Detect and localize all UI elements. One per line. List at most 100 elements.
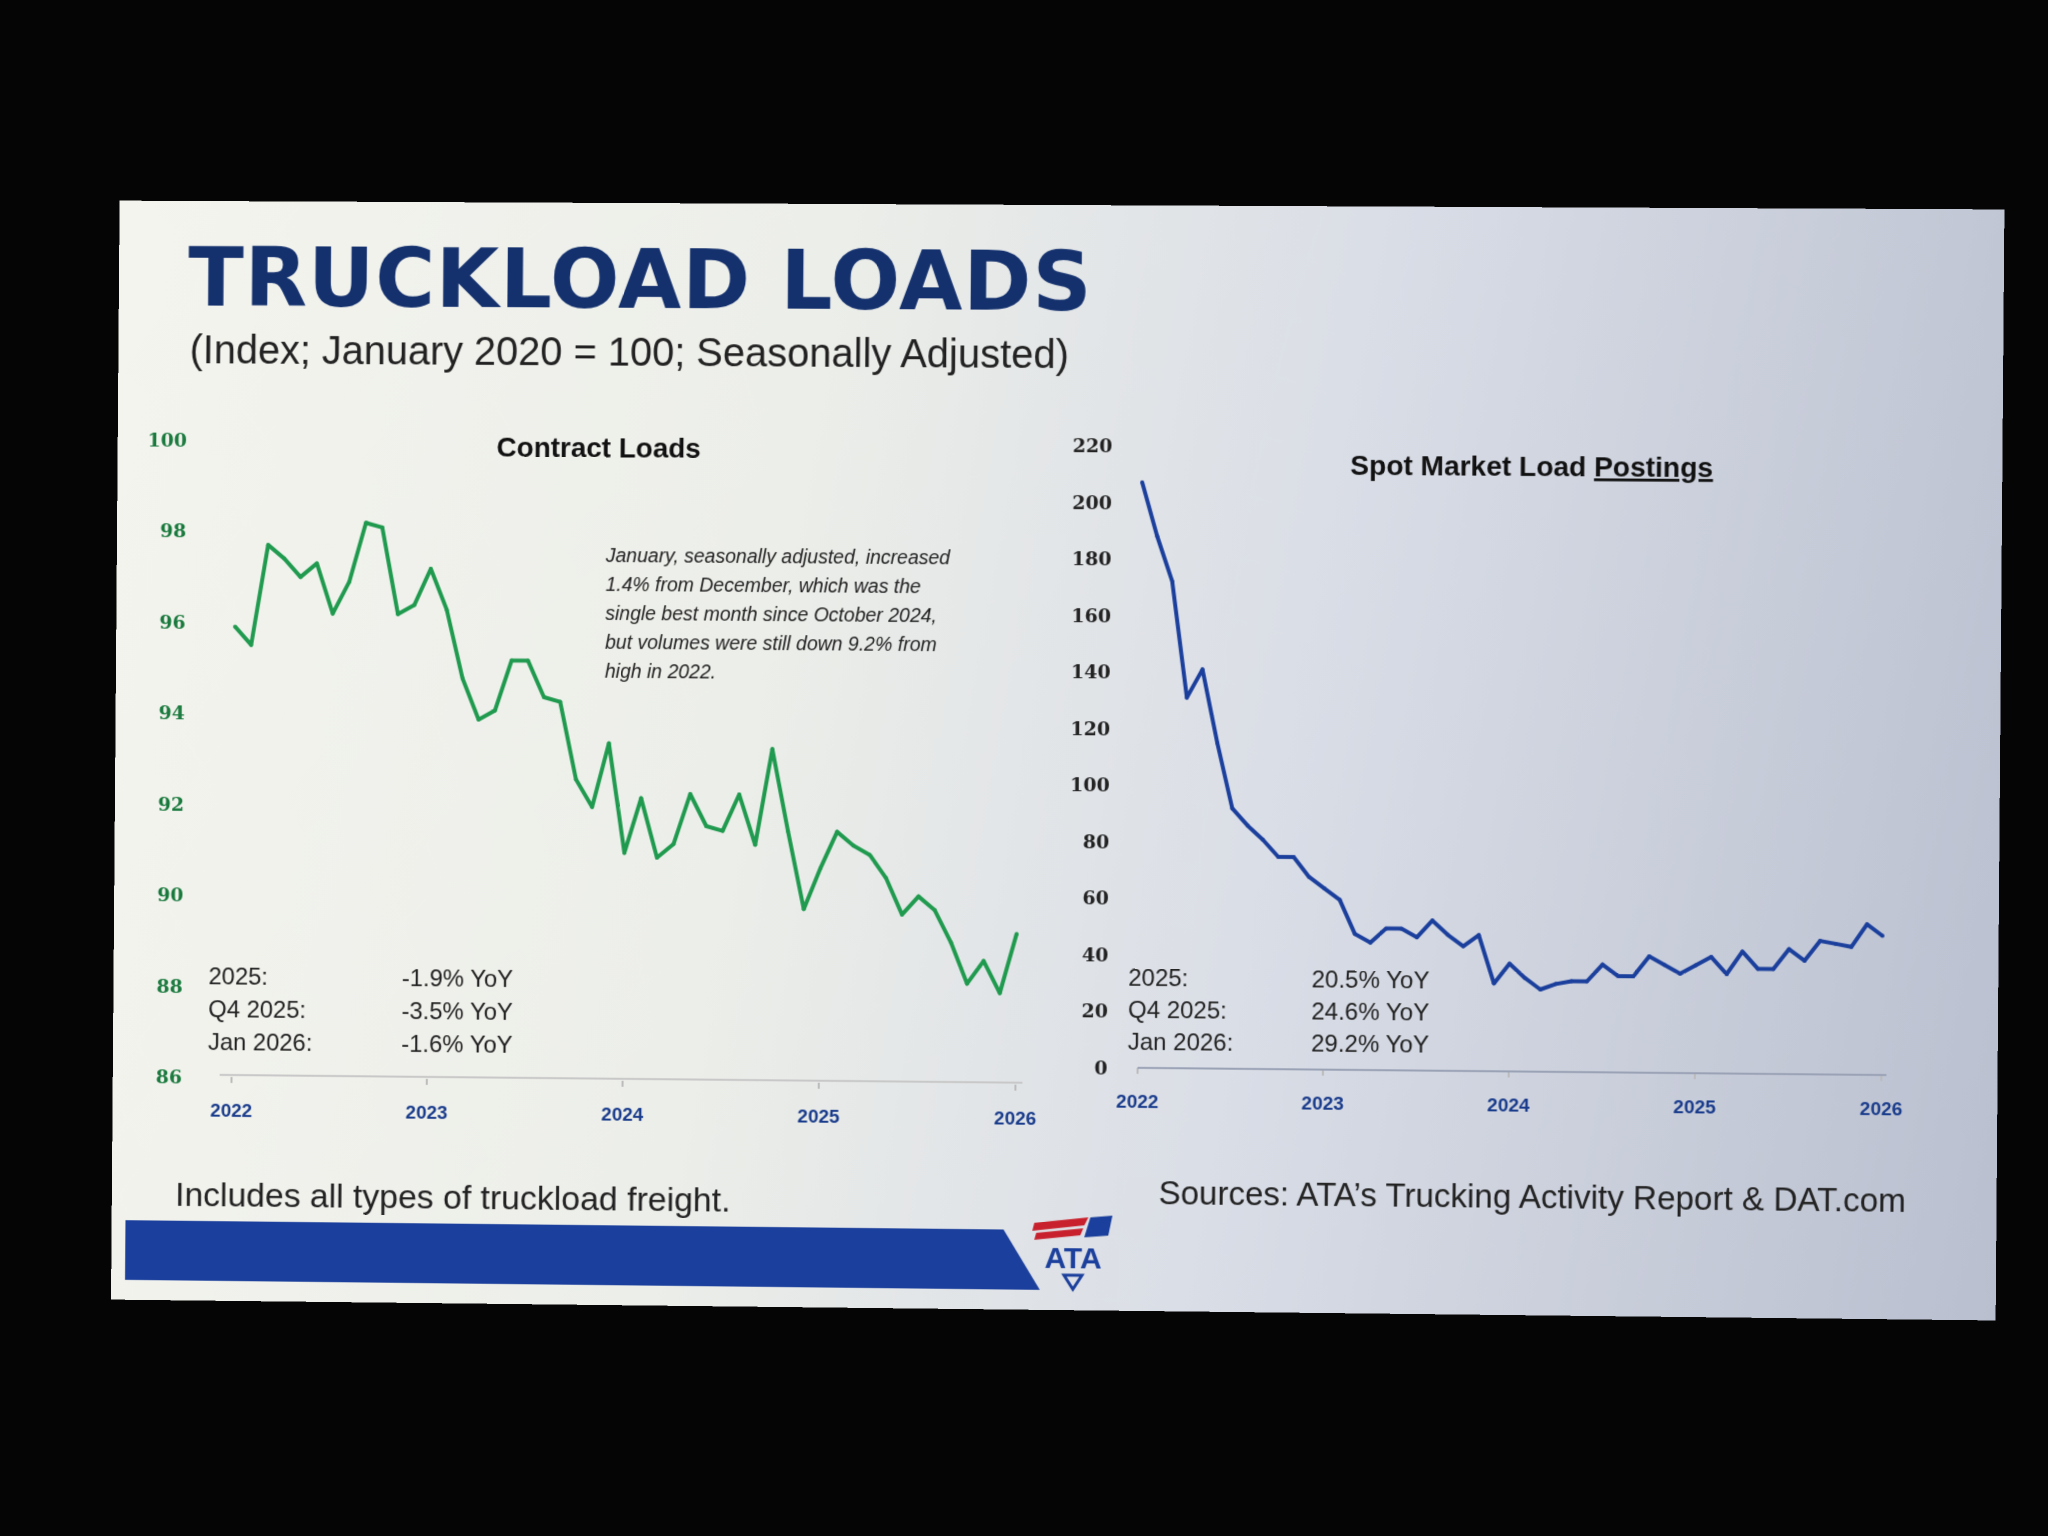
data-point [574,777,578,781]
annotation-line: single best month since October 2024, [605,600,1004,632]
y-tick-label: 100 [148,430,187,452]
data-point [1368,941,1372,945]
data-point [1880,934,1884,938]
data-point [884,876,888,880]
data-point [622,851,626,855]
y-tick-label: 140 [1071,661,1111,683]
data-point [1694,963,1698,967]
y-tick-label: 20 [1081,1001,1108,1023]
annotation-line: January, seasonally adjusted, increased [606,542,1005,574]
spot-series-line [1138,482,1886,992]
data-point [1015,932,1019,936]
x-tick-label: 2024 [601,1104,644,1125]
x-tick-label: 2026 [1860,1099,1903,1121]
data-point [1276,855,1280,859]
data-point [1461,944,1465,948]
data-point [753,843,757,847]
y-tick-label: 220 [1073,435,1113,457]
data-point [639,796,643,800]
stat-label: Q4 2025: [1128,997,1227,1025]
contract-loads-chart: Contract Loads 100989694929088862022 2023… [142,430,1041,1130]
annotation-line: high in 2022. [605,658,1004,690]
y-tick-label: 200 [1072,492,1112,514]
spot-title-plain: Spot Market Load [1350,450,1594,483]
data-point [1616,974,1620,978]
data-point [818,866,822,870]
logo-text: ATA [1044,1242,1101,1276]
spot-chart-title: Spot Market Load Postings [1350,450,1713,483]
stat-label: 2025: [208,963,268,990]
x-tick-label: 2024 [1487,1095,1530,1117]
data-point [1849,945,1853,949]
data-point [1709,955,1713,959]
annotation-line: but volumes were still down 9.2% from [605,629,1004,661]
data-point [1353,932,1357,936]
data-point [233,625,237,629]
data-point [590,805,594,809]
data-point [396,612,400,616]
y-tick-label: 120 [1070,718,1110,740]
data-point [315,561,319,565]
data-point [1787,947,1791,951]
data-point [282,557,286,561]
y-tick-label: 180 [1072,548,1112,570]
y-tick-label: 94 [159,702,185,724]
data-point [917,894,921,898]
data-point [1338,898,1342,902]
data-point [1740,950,1744,954]
y-tick-label: 60 [1082,888,1109,910]
data-point [1725,972,1729,976]
stat-label: 2025: [1128,965,1188,993]
data-point [1554,982,1558,986]
x-tick-label: 2022 [1116,1092,1158,1113]
data-point [786,829,790,833]
data-point [1200,667,1204,671]
data-point [671,842,675,846]
data-point [380,525,384,529]
data-point [1446,933,1450,937]
contract-annotation: January, seasonally adjusted, increased … [605,542,1005,690]
stat-value: 29.2% YoY [1311,1030,1429,1058]
data-point [1834,942,1838,946]
data-point [542,695,546,699]
sources-note: Sources: ATA’s Trucking Activity Report … [1158,1174,1906,1220]
contract-x-axis [220,1075,1023,1083]
data-point [429,567,433,571]
annotation-line: 1.4% from December, which was the [605,571,1004,603]
y-tick-label: 98 [160,521,186,543]
data-point [737,792,741,796]
footer-blue-bar [125,1220,1040,1290]
data-point [949,940,953,944]
data-point [998,991,1002,995]
data-point [802,907,806,911]
data-point [1307,875,1311,879]
y-tick-label: 86 [156,1066,182,1088]
contract-chart-title: Contract Loads [497,432,701,464]
data-point [1523,976,1527,980]
data-point [331,612,335,616]
data-point [461,676,465,680]
stat-label: Q4 2025: [208,996,306,1024]
y-tick-label: 90 [157,884,183,906]
data-point [770,747,774,751]
data-point [1399,927,1403,931]
data-point [266,543,270,547]
ata-logo-icon: ATA [1028,1213,1119,1294]
data-point [1631,974,1635,978]
data-point [347,580,351,584]
data-point [1155,534,1159,538]
data-point [900,913,904,917]
data-point [1585,979,1589,983]
data-point [607,741,611,745]
x-tick-label: 2025 [797,1106,839,1127]
y-tick-label: 100 [1070,774,1110,796]
data-point [933,908,937,912]
data-point [1477,933,1481,937]
data-point [1508,962,1512,966]
data-point [704,824,708,828]
data-point [965,982,969,986]
data-point [445,608,449,612]
y-tick-label: 80 [1083,831,1110,853]
data-point [1215,741,1219,745]
data-point [526,659,530,663]
